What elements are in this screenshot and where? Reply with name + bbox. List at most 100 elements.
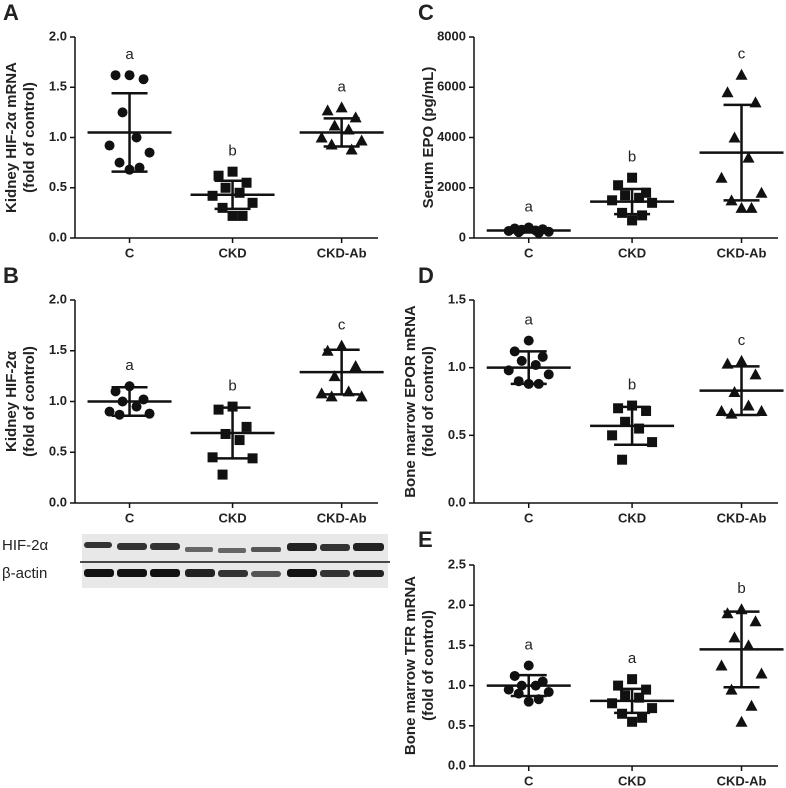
y-tick-label: 0.0	[448, 494, 466, 509]
data-point	[637, 210, 648, 221]
significance-letter: a	[525, 312, 534, 329]
data-point	[144, 147, 155, 158]
data-point	[742, 151, 755, 163]
data-point	[634, 692, 645, 703]
data-point	[537, 351, 548, 362]
data-point	[114, 157, 125, 168]
data-point	[749, 615, 762, 627]
blot-bands	[84, 542, 384, 577]
data-point	[715, 659, 728, 671]
data-point	[117, 107, 128, 118]
data-point	[227, 210, 238, 221]
data-point	[325, 390, 338, 402]
significance-letter: c	[738, 332, 746, 349]
x-tick-label: C	[524, 773, 534, 788]
data-point	[543, 369, 554, 380]
error-bar	[614, 405, 651, 447]
data-point	[516, 355, 527, 366]
data-point	[617, 454, 628, 465]
error-bar	[723, 103, 760, 202]
x-tick-label: CKD	[618, 245, 646, 260]
y-axis-label: (fold of control)	[420, 346, 437, 457]
data-point	[637, 712, 648, 723]
data-point	[620, 190, 631, 201]
data-point	[220, 182, 231, 193]
data-point	[144, 408, 155, 419]
y-tick-label: 1.0	[448, 359, 466, 374]
significance-letter: a	[628, 650, 637, 667]
data-point	[617, 207, 628, 218]
data-point	[627, 674, 638, 685]
data-point	[755, 667, 768, 679]
data-point	[523, 660, 534, 671]
data-point	[217, 469, 228, 480]
data-point	[627, 215, 638, 226]
significance-letter: b	[228, 378, 236, 395]
significance-letter: b	[628, 377, 636, 394]
blot-background	[82, 534, 388, 588]
data-point	[728, 631, 741, 643]
significance-letter: a	[337, 78, 346, 95]
data-point	[742, 639, 755, 651]
data-point	[749, 368, 762, 380]
error-bar	[614, 187, 651, 216]
y-tick-label: 2.0	[448, 597, 466, 612]
data-point	[124, 70, 135, 81]
y-tick-label: 1.5	[448, 291, 466, 306]
data-point	[328, 119, 341, 131]
data-point	[735, 68, 748, 80]
data-point	[725, 407, 738, 419]
y-axis-label: (fold of control)	[420, 610, 437, 721]
data-point	[213, 170, 224, 181]
data-point	[241, 421, 252, 432]
data-point	[607, 195, 618, 206]
panel-letter: B	[3, 263, 19, 288]
data-point	[613, 403, 624, 414]
data-point	[355, 390, 368, 402]
significance-letter: c	[338, 317, 346, 334]
data-point	[745, 699, 758, 711]
data-point	[728, 131, 741, 143]
data-point	[104, 140, 115, 151]
data-point	[213, 404, 224, 415]
data-point	[247, 197, 258, 208]
y-tick-label: 2000	[437, 179, 466, 194]
y-tick-label: 1.5	[448, 637, 466, 652]
error-bar	[111, 92, 148, 173]
data-point	[647, 703, 658, 714]
data-point	[237, 210, 248, 221]
data-point	[335, 101, 348, 113]
error-bar	[723, 610, 760, 689]
panel: B Kidney HIF-2α (fold of control) 0.0 0.5 1.0…	[3, 263, 384, 525]
significance-letter: a	[125, 46, 134, 63]
data-point	[315, 387, 328, 399]
data-point	[627, 716, 638, 727]
significance-letter: a	[125, 357, 134, 374]
error-bar	[510, 227, 547, 234]
y-axis-label: Kidney HIF-2α mRNA	[3, 62, 20, 213]
data-point	[613, 180, 624, 191]
error-bar	[214, 406, 251, 460]
y-tick-label: 2.5	[448, 556, 466, 571]
y-tick-label: 1.5	[49, 342, 67, 357]
data-point	[620, 416, 631, 427]
significance-letter: a	[525, 636, 534, 653]
error-bar	[510, 673, 547, 698]
data-point	[647, 197, 658, 208]
x-tick-label: CKD	[218, 510, 246, 525]
data-point	[247, 453, 258, 464]
data-point	[138, 74, 149, 85]
panel-letter: A	[3, 0, 19, 25]
x-tick-label: CKD-Ab	[317, 245, 367, 260]
data-point	[325, 138, 338, 150]
error-bar	[323, 117, 360, 148]
data-point	[634, 423, 645, 434]
data-point	[131, 132, 142, 143]
y-tick-label: 6000	[437, 79, 466, 94]
data-point	[349, 359, 362, 371]
data-point	[641, 187, 652, 198]
data-point	[110, 70, 121, 81]
x-tick-label: CKD-Ab	[717, 245, 767, 260]
panel: E Bone marrow TFR mRNA (fold of control) 0.…	[402, 527, 784, 788]
